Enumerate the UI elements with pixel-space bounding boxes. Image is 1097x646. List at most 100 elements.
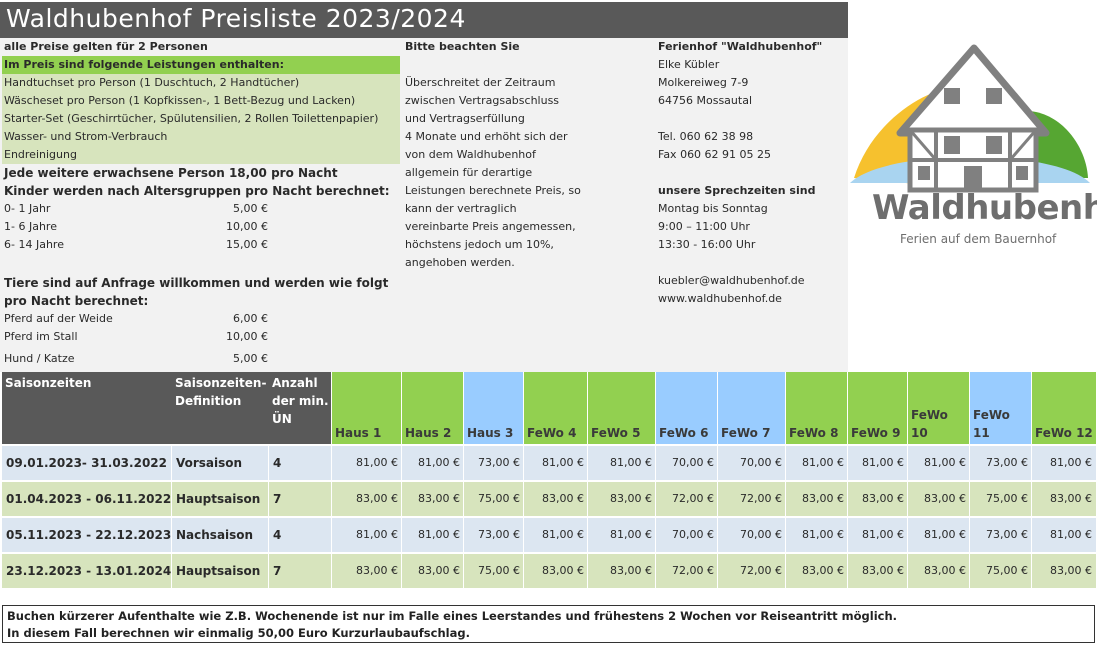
price-cell: 81,00 €: [802, 456, 844, 469]
animal-price: 6,00 €: [233, 312, 268, 325]
column-separator: [655, 554, 656, 588]
price-cell: 73,00 €: [478, 528, 520, 541]
column-separator: [171, 482, 172, 516]
unit-header: FeWo 11: [970, 372, 1032, 444]
header-min-line: der min.: [272, 394, 329, 408]
column-separator: [587, 482, 588, 516]
price-cell: 81,00 €: [418, 456, 460, 469]
price-cell: 81,00 €: [356, 456, 398, 469]
column-separator: [401, 554, 402, 588]
column-separator: [969, 446, 970, 480]
included-item: Endreinigung: [4, 148, 77, 161]
price-cell: 81,00 €: [610, 528, 652, 541]
footer-line: In diesem Fall berechnen wir einmalig 50…: [7, 626, 470, 640]
column-separator: [463, 446, 464, 480]
column-separator: [268, 518, 269, 552]
column-separator: [463, 372, 464, 444]
price-cell: 81,00 €: [542, 528, 584, 541]
waldhubenhof-logo: Waldhubenhof Ferien auf dem Bauernhof: [846, 38, 1097, 258]
column-separator: [785, 446, 786, 480]
column-separator: [1031, 482, 1032, 516]
column-separator: [587, 554, 588, 588]
child-age-label: 0- 1 Jahr: [4, 202, 51, 215]
column-separator: [847, 372, 848, 444]
min-nights-cell: 4: [273, 528, 282, 542]
column-separator: [587, 518, 588, 552]
price-cell: 83,00 €: [802, 564, 844, 577]
included-header-bar: [2, 56, 400, 74]
price-cell: 75,00 €: [478, 564, 520, 577]
footer-note: Buchen kürzerer Aufenthalte wie Z.B. Woc…: [2, 605, 1095, 643]
price-cell: 83,00 €: [862, 564, 904, 577]
column-separator: [523, 372, 524, 444]
header-def-line: Saisonzeiten-: [175, 376, 267, 390]
column-separator: [717, 446, 718, 480]
column-separator: [785, 372, 786, 444]
column-separator: [1031, 554, 1032, 588]
price-cell: 70,00 €: [672, 456, 714, 469]
column-separator: [969, 518, 970, 552]
season-cell: Hauptsaison: [176, 492, 261, 506]
unit-header: FeWo 8: [786, 372, 848, 444]
contact-email[interactable]: kuebler@waldhubenhof.de: [658, 274, 805, 287]
season-cell: Hauptsaison: [176, 564, 261, 578]
table-header: Saisonzeiten Saisonzeiten- Definition An…: [2, 372, 1096, 444]
min-nights-cell: 7: [273, 564, 282, 578]
included-item: Starter-Set (Geschirrtücher, Spülutensil…: [4, 112, 379, 125]
contact-website[interactable]: www.waldhubenhof.de: [658, 292, 782, 305]
column-separator: [331, 446, 332, 480]
column-separator: [331, 554, 332, 588]
period-cell: 23.12.2023 - 13.01.2024: [6, 564, 172, 578]
header-min-nights: Anzahl der min. ÜN: [269, 372, 332, 444]
price-cell: 81,00 €: [802, 528, 844, 541]
column-separator: [717, 372, 718, 444]
min-nights-cell: 7: [273, 492, 282, 506]
notice-line: Überschreitet der Zeitraum: [405, 76, 556, 89]
price-cell: 83,00 €: [418, 564, 460, 577]
column-separator: [331, 372, 332, 444]
season-cell: Vorsaison: [176, 456, 243, 470]
notice-line: kann der vertraglich: [405, 202, 517, 215]
column-separator: [969, 372, 970, 444]
column-separator: [847, 446, 848, 480]
notice-line: höchstens jedoch um 10%,: [405, 238, 554, 251]
column-separator: [401, 446, 402, 480]
column-separator: [268, 482, 269, 516]
column-separator: [523, 482, 524, 516]
price-cell: 72,00 €: [672, 492, 714, 505]
column-separator: [523, 554, 524, 588]
price-cell: 70,00 €: [740, 456, 782, 469]
column-separator: [907, 482, 908, 516]
notice-line: und Vertragserfüllung: [405, 112, 525, 125]
table-row: 23.12.2023 - 13.01.2024 Hauptsaison 7 83,00…: [2, 554, 1096, 588]
column-separator: [523, 446, 524, 480]
column-separator: [907, 372, 908, 444]
column-separator: [171, 554, 172, 588]
notice-heading: Bitte beachten Sie: [405, 40, 520, 53]
unit-header: FeWo 7: [718, 372, 786, 444]
price-cell: 81,00 €: [610, 456, 652, 469]
price-cell: 83,00 €: [542, 564, 584, 577]
column-separator: [171, 518, 172, 552]
table-row: 01.04.2023 - 06.11.2022 Hauptsaison 7 83,00…: [2, 482, 1096, 516]
column-separator: [969, 482, 970, 516]
included-item: Handtuchset pro Person (1 Duschtuch, 2 H…: [4, 76, 300, 89]
header-def-line: Definition: [175, 394, 242, 408]
column-separator: [785, 482, 786, 516]
period-cell: 05.11.2023 - 22.12.2023: [6, 528, 172, 542]
price-cell: 83,00 €: [924, 564, 966, 577]
unit-header: Haus 2: [402, 372, 464, 444]
contact-tel: Tel. 060 62 38 98: [658, 130, 754, 143]
column-separator: [523, 518, 524, 552]
contact-fax: Fax 060 62 91 05 25: [658, 148, 772, 161]
unit-header: FeWo 10: [908, 372, 970, 444]
logo-name: Waldhubenhof: [872, 188, 1097, 228]
animal-label: Pferd auf der Weide: [4, 312, 113, 325]
header-min-line: Anzahl: [272, 376, 318, 390]
animals-heading: pro Nacht berechnet:: [4, 294, 149, 308]
unit-header: FeWo 12: [1032, 372, 1096, 444]
column-separator: [463, 554, 464, 588]
hours-line: 13:30 - 16:00 Uhr: [658, 238, 756, 251]
unit-header: FeWo 6: [656, 372, 718, 444]
column-separator: [785, 518, 786, 552]
